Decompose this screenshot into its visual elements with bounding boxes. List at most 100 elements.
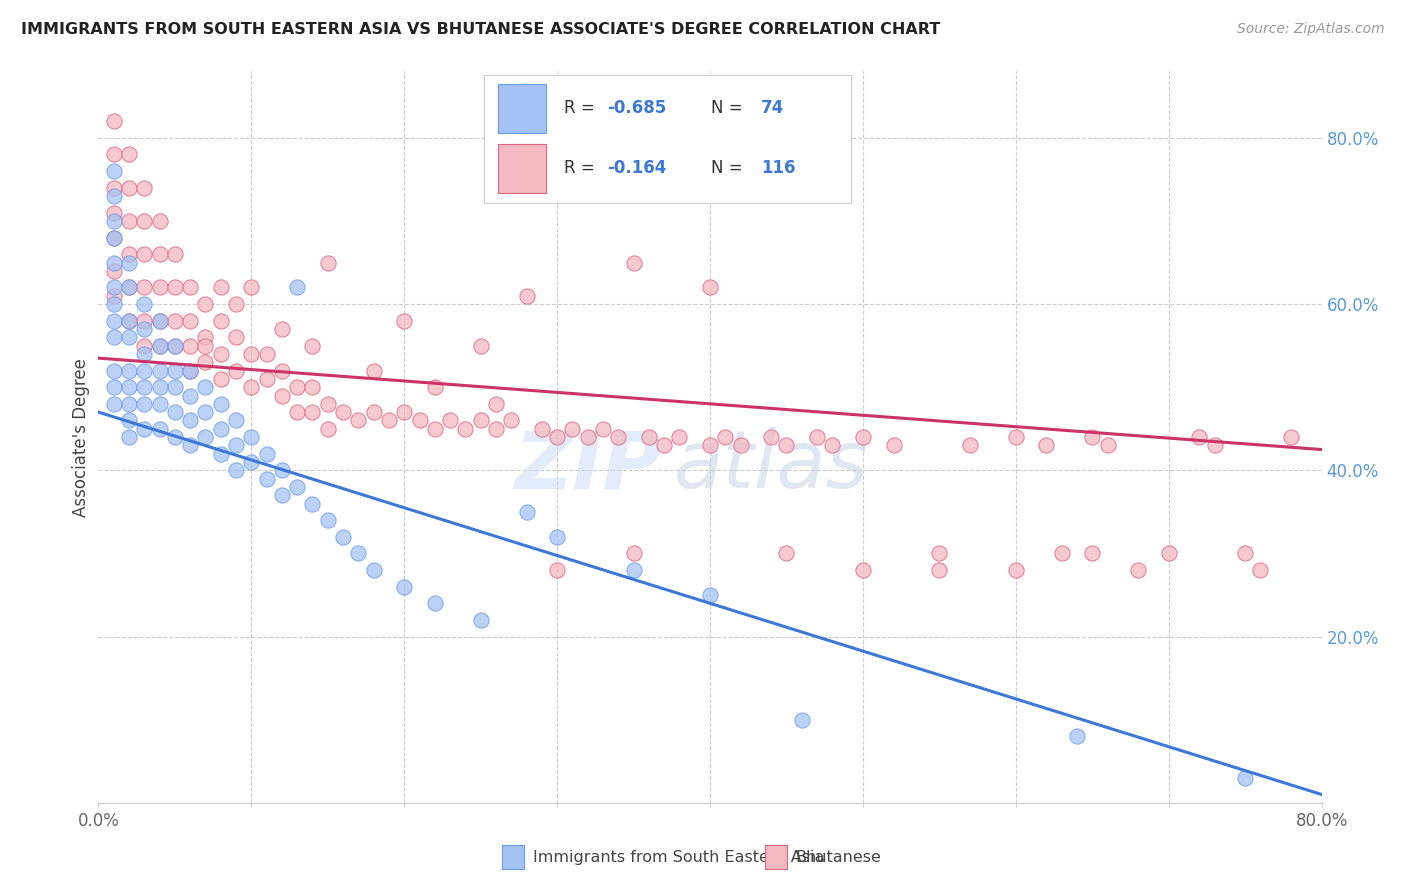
Point (103, 380, 125, 394)
Point (134, 247, 156, 261)
Point (363, 405, 385, 419)
Point (1097, 438, 1119, 452)
Point (209, 347, 232, 361)
Point (240, 380, 263, 394)
Point (730, 438, 752, 452)
Point (470, 613, 492, 627)
Point (285, 480, 308, 494)
Point (149, 363, 172, 377)
Point (332, 530, 354, 544)
Point (118, 147, 141, 161)
Point (118, 380, 141, 394)
Point (103, 147, 125, 161)
Point (163, 247, 186, 261)
Point (225, 363, 247, 377)
Point (301, 405, 323, 419)
Point (209, 397, 232, 411)
Point (103, 205, 125, 219)
Point (301, 497, 323, 511)
Point (256, 372, 278, 386)
Point (103, 314, 125, 328)
Point (225, 463, 247, 477)
Point (225, 413, 247, 427)
Point (179, 363, 201, 377)
Point (103, 164, 125, 178)
Point (134, 380, 156, 394)
Point (134, 397, 156, 411)
Point (928, 546, 950, 560)
Y-axis label: Associate's Degree: Associate's Degree (72, 358, 90, 516)
Point (240, 347, 263, 361)
Point (103, 297, 125, 311)
Point (470, 338, 492, 352)
Point (209, 372, 232, 386)
Point (516, 289, 538, 303)
Point (134, 180, 156, 194)
Point (1081, 430, 1104, 444)
Point (134, 422, 156, 436)
Point (194, 338, 217, 352)
Point (439, 413, 461, 427)
Point (270, 388, 292, 402)
Point (516, 505, 538, 519)
Point (546, 563, 568, 577)
Point (1128, 563, 1150, 577)
Point (256, 447, 278, 461)
Point (714, 430, 737, 444)
Point (225, 330, 247, 344)
Point (118, 330, 141, 344)
Point (316, 397, 339, 411)
Point (179, 363, 201, 377)
Point (1004, 563, 1026, 577)
Point (285, 405, 308, 419)
Point (149, 214, 172, 228)
Point (623, 255, 645, 269)
Point (149, 397, 172, 411)
Point (652, 438, 675, 452)
Point (134, 214, 156, 228)
Point (959, 438, 981, 452)
Point (347, 413, 370, 427)
Point (225, 438, 247, 452)
Point (454, 422, 477, 436)
Point (118, 314, 141, 328)
Point (118, 363, 141, 377)
Point (1234, 546, 1257, 560)
Point (134, 338, 156, 352)
Point (592, 422, 614, 436)
Point (1157, 546, 1180, 560)
Point (103, 280, 125, 294)
Point (883, 438, 905, 452)
Point (623, 546, 645, 560)
Point (607, 430, 630, 444)
Point (103, 330, 125, 344)
Point (928, 563, 950, 577)
Point (149, 338, 172, 352)
Point (256, 472, 278, 486)
Text: IMMIGRANTS FROM SOUTH EASTERN ASIA VS BHUTANESE ASSOCIATE'S DEGREE CORRELATION C: IMMIGRANTS FROM SOUTH EASTERN ASIA VS BH… (21, 22, 941, 37)
Point (240, 455, 263, 469)
Text: Immigrants from South Eastern Asia: Immigrants from South Eastern Asia (533, 850, 824, 865)
Point (179, 280, 201, 294)
Point (332, 405, 354, 419)
Point (179, 413, 201, 427)
Point (270, 463, 292, 477)
Point (149, 338, 172, 352)
Point (423, 596, 446, 610)
Point (316, 513, 339, 527)
Point (347, 546, 370, 560)
Text: ZIP: ZIP (513, 427, 661, 506)
Point (103, 189, 125, 203)
Point (1249, 563, 1271, 577)
Point (699, 438, 721, 452)
Point (134, 280, 156, 294)
Point (149, 422, 172, 436)
Point (118, 280, 141, 294)
Point (256, 347, 278, 361)
Point (668, 430, 690, 444)
Point (285, 280, 308, 294)
Point (103, 230, 125, 244)
Point (194, 355, 217, 369)
Point (118, 247, 141, 261)
Point (775, 438, 797, 452)
